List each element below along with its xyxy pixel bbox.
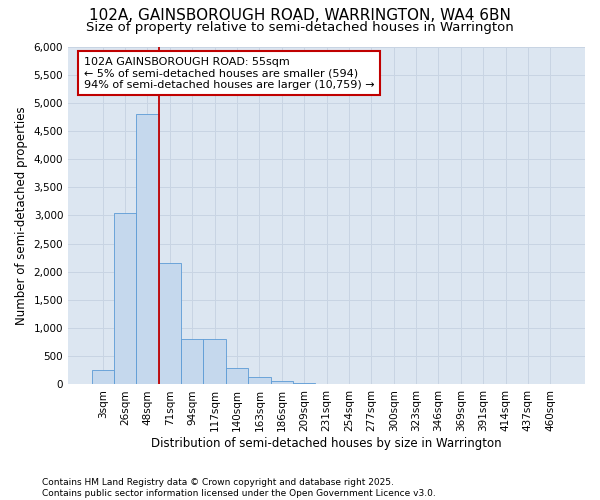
- Bar: [226, 368, 248, 384]
- X-axis label: Distribution of semi-detached houses by size in Warrington: Distribution of semi-detached houses by …: [151, 437, 502, 450]
- Text: 102A GAINSBOROUGH ROAD: 55sqm
← 5% of semi-detached houses are smaller (594)
94%: 102A GAINSBOROUGH ROAD: 55sqm ← 5% of se…: [83, 56, 374, 90]
- Text: 102A, GAINSBOROUGH ROAD, WARRINGTON, WA4 6BN: 102A, GAINSBOROUGH ROAD, WARRINGTON, WA4…: [89, 8, 511, 22]
- Bar: [203, 340, 226, 384]
- Y-axis label: Number of semi-detached properties: Number of semi-detached properties: [15, 106, 28, 325]
- Bar: [271, 380, 293, 384]
- Bar: [181, 340, 203, 384]
- Bar: [248, 377, 271, 384]
- Bar: [293, 383, 316, 384]
- Bar: [114, 212, 136, 384]
- Text: Contains HM Land Registry data © Crown copyright and database right 2025.
Contai: Contains HM Land Registry data © Crown c…: [42, 478, 436, 498]
- Text: Size of property relative to semi-detached houses in Warrington: Size of property relative to semi-detach…: [86, 22, 514, 35]
- Bar: [158, 264, 181, 384]
- Bar: [92, 370, 114, 384]
- Bar: [136, 114, 158, 384]
